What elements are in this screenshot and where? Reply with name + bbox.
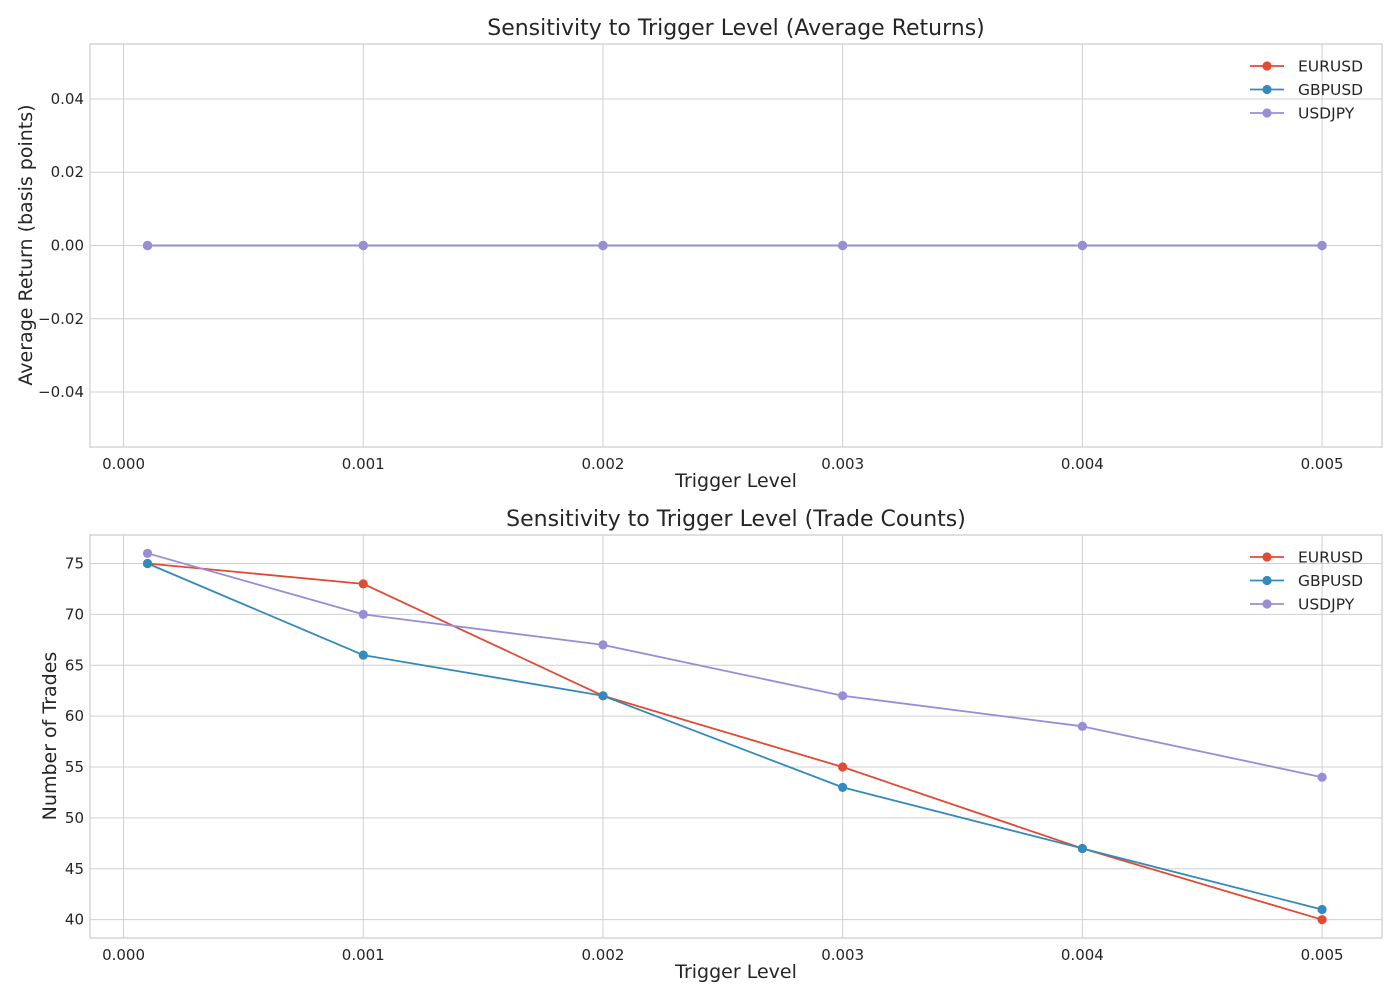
legend: EURUSD GBPUSD USDJPY <box>1250 58 1363 123</box>
data-point-usdjpy <box>358 240 368 251</box>
data-point-usdjpy <box>142 240 153 251</box>
legend-label: EURUSD <box>1298 549 1363 567</box>
y-tick-label: 0.04 <box>51 90 84 108</box>
plot-frame <box>89 43 1383 448</box>
legend-item-gbpusd: GBPUSD <box>1250 81 1363 99</box>
data-point-usdjpy <box>1317 772 1327 782</box>
x-tick-label: 0.000 <box>102 455 145 473</box>
series-line-gbpusd <box>147 562 1323 911</box>
x-tick-label: 0.004 <box>1061 455 1104 473</box>
data-point-usdjpy <box>1077 240 1087 251</box>
y-tick-label: 70 <box>65 605 84 623</box>
y-axis-ticks: −0.04 −0.02 0.00 0.02 0.04 <box>38 90 84 401</box>
series-layer <box>142 240 1327 251</box>
data-point-usdjpy <box>598 240 608 251</box>
legend-marker <box>1262 552 1272 562</box>
series-layer <box>142 548 1327 925</box>
data-point-eurusd <box>358 579 368 589</box>
chart-title: Sensitivity to Trigger Level (Average Re… <box>487 16 985 41</box>
data-point-gbpusd <box>838 782 848 792</box>
data-point-gbpusd <box>598 691 608 701</box>
x-axis-ticks: 0.000 0.001 0.002 0.003 0.004 0.005 <box>102 455 1343 473</box>
legend-label: USDJPY <box>1298 105 1355 123</box>
data-point-usdjpy <box>358 609 368 619</box>
data-point-usdjpy <box>1317 240 1327 251</box>
y-tick-label: 55 <box>65 758 84 776</box>
x-tick-label: 0.004 <box>1061 946 1104 964</box>
y-tick-label: 45 <box>65 860 84 878</box>
y-tick-label: 65 <box>65 656 84 674</box>
series-usdjpy <box>142 240 1327 251</box>
y-tick-label: 0.00 <box>51 237 84 255</box>
y-tick-label: 0.02 <box>51 163 84 181</box>
y-tick-label: 50 <box>65 809 84 827</box>
data-point-usdjpy <box>1077 721 1087 731</box>
series-line-eurusd <box>147 562 1323 921</box>
x-tick-label: 0.003 <box>821 946 864 964</box>
legend-marker <box>1262 575 1272 586</box>
y-tick-label: −0.02 <box>38 310 84 328</box>
grid <box>90 535 1382 938</box>
data-point-usdjpy <box>142 548 153 558</box>
legend-marker <box>1262 61 1272 71</box>
legend-item-usdjpy: USDJPY <box>1250 596 1355 614</box>
data-point-usdjpy <box>838 691 848 701</box>
x-tick-label: 0.001 <box>342 455 385 473</box>
legend-marker <box>1262 599 1272 609</box>
y-tick-label: 60 <box>65 707 84 725</box>
y-axis-label: Average Return (basis points) <box>15 104 37 385</box>
legend-marker <box>1262 108 1272 118</box>
x-axis-label: Trigger Level <box>674 470 797 492</box>
x-tick-label: 0.001 <box>342 946 385 964</box>
series-usdjpy <box>142 548 1327 782</box>
data-point-gbpusd <box>1317 904 1327 915</box>
y-axis-ticks: 40 45 50 55 60 65 70 75 <box>65 554 84 928</box>
average-returns-chart: Sensitivity to Trigger Level (Average Re… <box>15 16 1383 492</box>
data-point-usdjpy <box>838 240 848 251</box>
x-axis-ticks: 0.000 0.001 0.002 0.003 0.004 0.005 <box>102 946 1343 964</box>
x-tick-label: 0.002 <box>581 455 624 473</box>
series-line-usdjpy <box>147 552 1323 779</box>
legend-label: USDJPY <box>1298 596 1355 614</box>
data-point-eurusd <box>838 762 848 772</box>
series-gbpusd <box>142 558 1327 915</box>
data-point-gbpusd <box>142 558 153 569</box>
plot-frame <box>89 534 1383 939</box>
legend-item-usdjpy: USDJPY <box>1250 105 1355 123</box>
x-tick-label: 0.005 <box>1301 455 1344 473</box>
x-tick-label: 0.002 <box>581 946 624 964</box>
trade-counts-chart: Sensitivity to Trigger Level (Trade Coun… <box>39 507 1383 983</box>
y-tick-label: 75 <box>65 554 84 572</box>
legend: EURUSD GBPUSD USDJPY <box>1250 549 1363 614</box>
legend-label: EURUSD <box>1298 58 1363 76</box>
data-point-eurusd <box>1317 915 1327 925</box>
x-tick-label: 0.000 <box>102 946 145 964</box>
x-axis-label: Trigger Level <box>674 961 797 983</box>
legend-marker <box>1262 84 1272 95</box>
y-tick-label: −0.04 <box>38 383 84 401</box>
legend-item-gbpusd: GBPUSD <box>1250 572 1363 590</box>
y-tick-label: 40 <box>65 911 84 929</box>
data-point-gbpusd <box>1077 843 1087 854</box>
y-axis-label: Number of Trades <box>39 652 61 821</box>
data-point-gbpusd <box>358 650 368 660</box>
x-tick-label: 0.003 <box>821 455 864 473</box>
legend-item-eurusd: EURUSD <box>1250 549 1363 567</box>
legend-label: GBPUSD <box>1298 81 1363 99</box>
legend-item-eurusd: EURUSD <box>1250 58 1363 76</box>
data-point-usdjpy <box>598 640 608 650</box>
chart-title: Sensitivity to Trigger Level (Trade Coun… <box>506 507 966 532</box>
x-tick-label: 0.005 <box>1301 946 1344 964</box>
legend-label: GBPUSD <box>1298 572 1363 590</box>
